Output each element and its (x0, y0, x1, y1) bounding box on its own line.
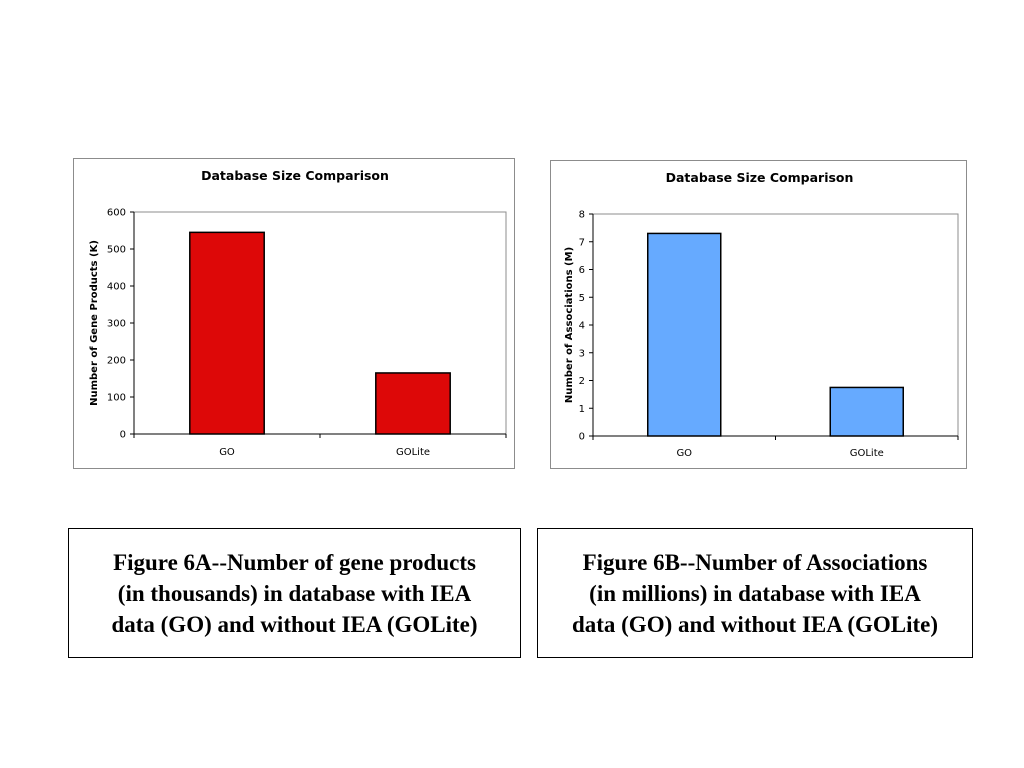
chart-associations: Database Size Comparison 0 1 2 3 4 5 6 7 8 Number … (550, 160, 967, 469)
y-tick-label: 600 (107, 208, 126, 219)
caption-line: data (GO) and without IEA (GOLite) (571, 611, 939, 637)
figure-6a-caption: Figure 6A--Number of gene products (in t… (68, 528, 521, 658)
y-tick-label: 300 (107, 319, 126, 330)
y-tick-label: 7 (579, 237, 585, 248)
caption-line: Figure 6B--Number of Associations (582, 549, 928, 575)
chart-associations-svg: Database Size Comparison 0 1 2 3 4 5 6 7 8 Number … (564, 170, 959, 459)
y-tick-label: 8 (579, 210, 585, 221)
bar-go (189, 231, 265, 435)
y-tick-label: 3 (579, 348, 585, 359)
chart-gene-products-svg: Database Size Comparison 0 100 200 300 400 500… (89, 168, 507, 458)
y-tick-label: 200 (107, 356, 126, 367)
chart-gene-products: Database Size Comparison 0 100 200 300 400 500… (73, 158, 515, 469)
caption-line: (in thousands) in database with IEA (117, 580, 472, 606)
y-tick-label: 4 (579, 321, 585, 332)
y-tick-label: 6 (579, 265, 585, 276)
bar-golite (829, 386, 904, 437)
caption-line: Figure 6A--Number of gene products (113, 549, 476, 575)
x-tick-label: GO (219, 447, 235, 458)
y-tick-label: 0 (579, 432, 585, 443)
y-tick-label: 2 (579, 376, 585, 387)
y-tick-label: 5 (579, 293, 585, 304)
caption-line: data (GO) and without IEA (GOLite) (111, 611, 478, 637)
y-axis-label: Number of Associations (M) (564, 247, 575, 403)
y-tick-label: 0 (120, 430, 126, 441)
bar-golite (375, 372, 451, 435)
caption-line: (in millions) in database with IEA (589, 580, 921, 606)
figure-6b-caption: Figure 6B--Number of Associations (in mi… (537, 528, 973, 658)
y-axis-label: Number of Gene Products (K) (89, 240, 100, 406)
y-tick-label: 100 (107, 393, 126, 404)
x-tick-label: GOLite (396, 447, 430, 458)
y-tick-label: 500 (107, 245, 126, 256)
chart-title: Database Size Comparison (666, 170, 854, 185)
bar-go (647, 232, 722, 437)
x-tick-label: GO (676, 448, 692, 459)
y-tick-label: 400 (107, 282, 126, 293)
chart-title: Database Size Comparison (201, 168, 389, 183)
x-tick-label: GOLite (850, 448, 884, 459)
y-tick-label: 1 (579, 404, 585, 415)
